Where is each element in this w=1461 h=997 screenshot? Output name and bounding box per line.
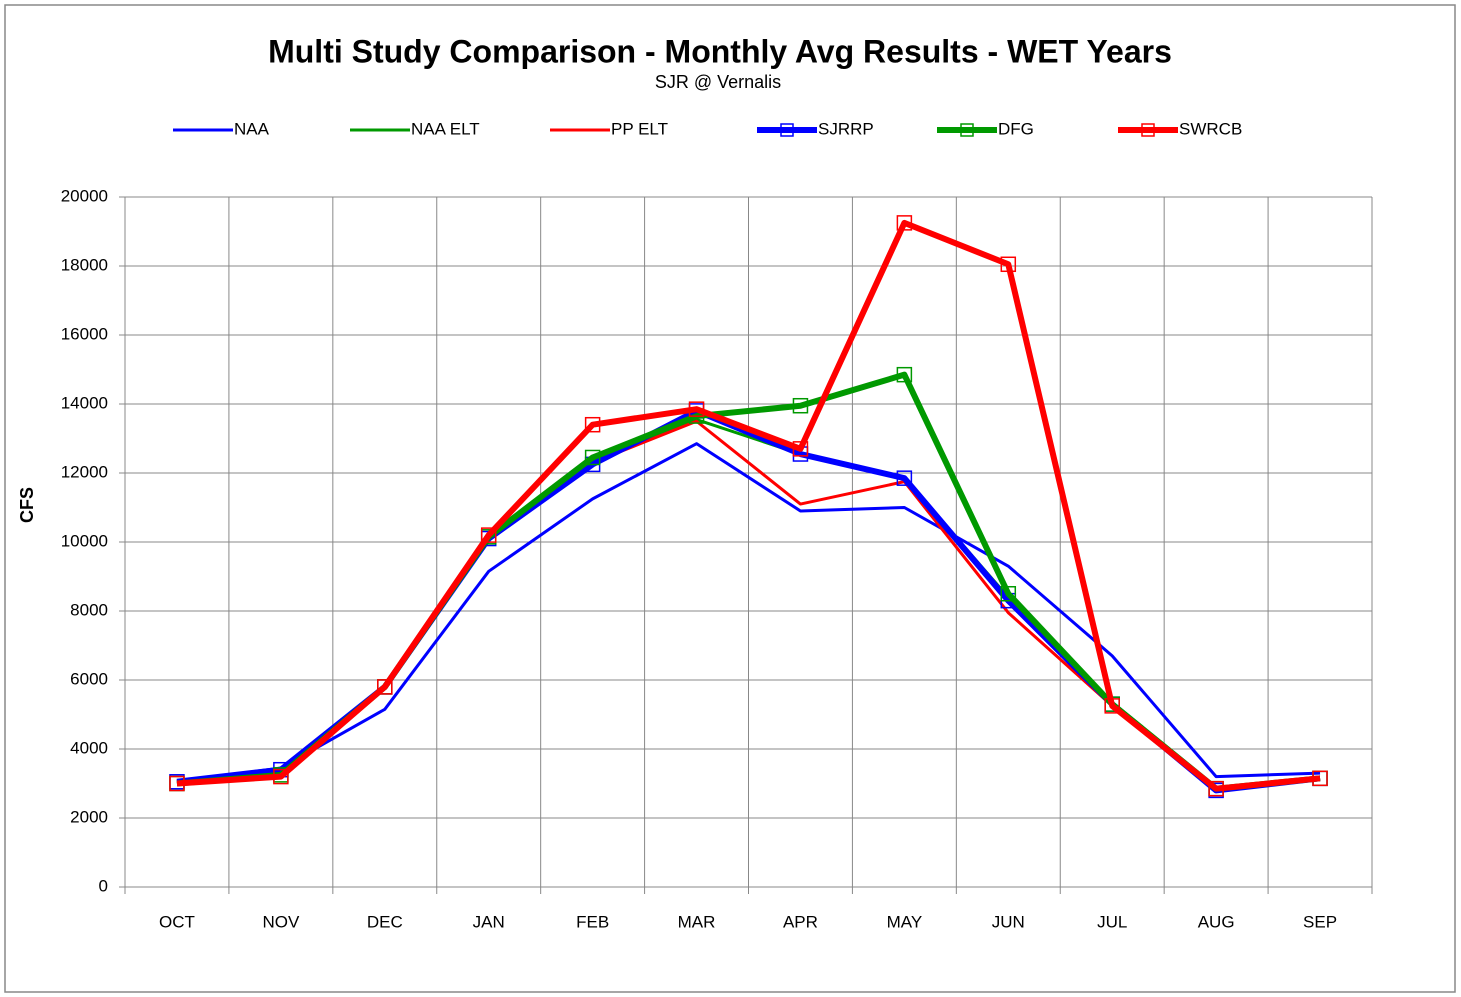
x-tick-label: AUG <box>1198 912 1235 931</box>
point-marker <box>480 527 497 543</box>
point-marker <box>792 441 809 457</box>
point-marker <box>792 397 809 414</box>
y-tick-label: 2000 <box>70 807 108 826</box>
point-marker <box>1000 586 1017 602</box>
x-tick-label: OCT <box>159 912 195 931</box>
point-marker <box>1104 698 1120 714</box>
x-tick-label: FEB <box>576 912 609 931</box>
x-tick-label: APR <box>783 912 818 931</box>
x-tick-label: MAY <box>887 912 923 931</box>
legend-label: NAA <box>234 119 270 138</box>
point-marker <box>896 366 913 383</box>
legend-label: DFG <box>998 119 1034 138</box>
legend-marker <box>780 123 794 137</box>
point-marker <box>1000 256 1017 273</box>
x-tick-label: JUN <box>992 912 1025 931</box>
legend-label: SWRCB <box>1179 119 1242 138</box>
y-tick-label: 12000 <box>61 462 108 481</box>
y-tick-label: 10000 <box>61 531 108 550</box>
x-tick-label: DEC <box>367 912 403 931</box>
point-marker <box>896 470 913 486</box>
legend-label: NAA ELT <box>411 119 480 138</box>
legend-label: SJRRP <box>818 119 874 138</box>
y-tick-label: 16000 <box>61 324 108 343</box>
point-marker <box>1312 770 1328 787</box>
legend-marker <box>960 123 974 137</box>
x-tick-label: MAR <box>678 912 716 931</box>
point-marker <box>896 215 913 231</box>
y-tick-label: 8000 <box>70 600 108 619</box>
point-marker <box>584 449 601 466</box>
chart-title: Multi Study Comparison - Monthly Avg Res… <box>268 33 1172 69</box>
point-marker <box>688 401 705 417</box>
point-marker <box>1208 780 1224 797</box>
y-tick-label: 4000 <box>70 738 108 757</box>
point-marker <box>584 416 601 433</box>
y-tick-label: 14000 <box>61 393 108 412</box>
y-tick-label: 18000 <box>61 255 108 274</box>
series-line <box>176 219 1321 792</box>
point-marker <box>377 679 393 695</box>
y-tick-label: 6000 <box>70 669 108 688</box>
x-tick-label: JAN <box>473 912 505 931</box>
x-tick-label: NOV <box>262 912 300 931</box>
series-line <box>176 442 1321 784</box>
x-tick-label: JUL <box>1097 912 1127 931</box>
point-marker <box>169 775 185 792</box>
legend-label: PP ELT <box>611 119 668 138</box>
y-axis-label: CFS <box>17 487 37 523</box>
x-tick-label: SEP <box>1303 912 1337 931</box>
chart-subtitle: SJR @ Vernalis <box>655 72 781 92</box>
chart-border <box>4 4 1456 993</box>
y-tick-label: 0 <box>99 876 108 895</box>
point-marker <box>273 768 289 785</box>
legend-marker <box>1141 123 1155 137</box>
y-tick-label: 20000 <box>61 186 108 205</box>
